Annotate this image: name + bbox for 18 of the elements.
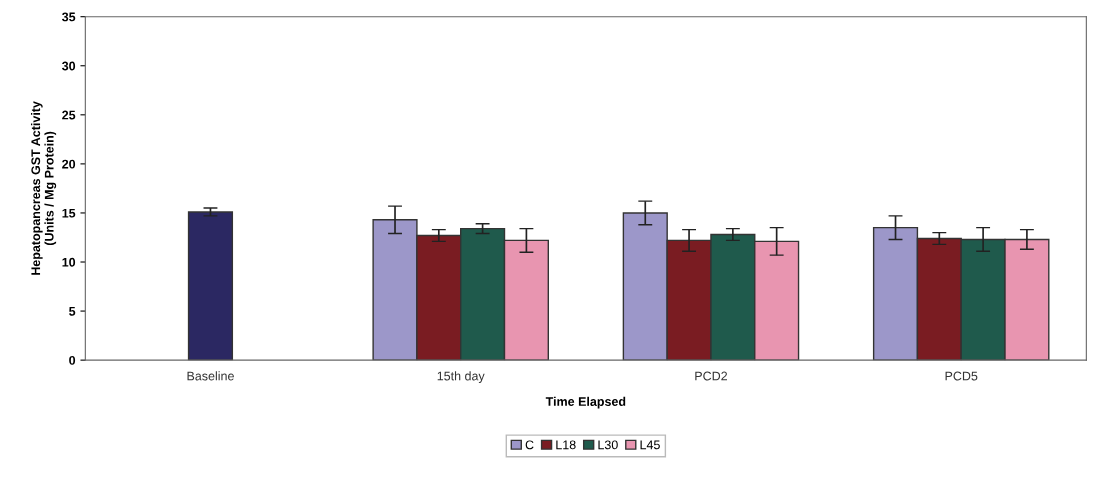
x-tick-label: 15th day	[437, 371, 485, 383]
y-tick-label: 15	[62, 208, 76, 218]
x-tick-label: Baseline	[187, 371, 234, 381]
y-tick-label: 25	[62, 110, 76, 120]
y-tick-label: 5	[69, 307, 76, 316]
legend-label: L45	[640, 440, 660, 450]
y-tick-label: 30	[61, 61, 76, 71]
legend-label: L18	[556, 440, 576, 450]
legend-label: C	[525, 440, 534, 450]
y-tick-label: 35	[61, 12, 76, 22]
y-tick-label: 20	[62, 159, 76, 169]
x-tick-label: PCD5	[945, 371, 978, 381]
x-axis-title: Time Elapsed	[545, 396, 626, 409]
y-tick-label: 10	[62, 257, 76, 267]
x-tick-label: PCD2	[695, 371, 728, 381]
legend-label: L30	[598, 440, 618, 450]
y-tick-label: 0	[69, 355, 76, 365]
y-axis-title: Hepatopancreas GST Activity (Units / Mg Protein)	[30, 101, 57, 275]
